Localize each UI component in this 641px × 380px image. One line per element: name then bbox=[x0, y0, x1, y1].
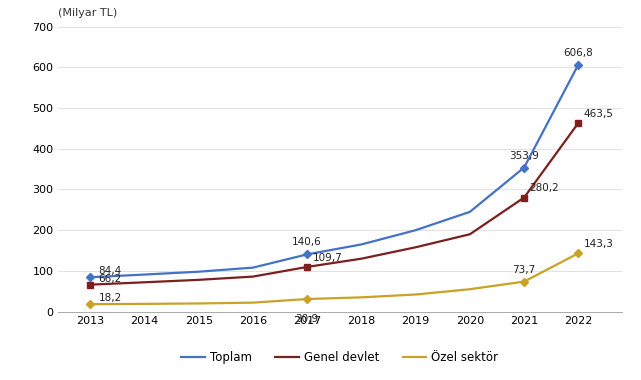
Genel devlet bbox=[574, 120, 582, 125]
Text: 109,7: 109,7 bbox=[313, 253, 342, 263]
Toplam bbox=[520, 165, 528, 170]
Özel sektör bbox=[249, 300, 257, 305]
Genel devlet bbox=[358, 256, 365, 261]
Genel devlet bbox=[87, 282, 94, 287]
Özel sektör bbox=[303, 297, 311, 301]
Toplam bbox=[140, 272, 148, 277]
Özel sektör bbox=[358, 295, 365, 299]
Toplam bbox=[249, 265, 257, 270]
Text: 66,2: 66,2 bbox=[99, 274, 122, 284]
Toplam bbox=[412, 228, 419, 233]
Özel sektör bbox=[140, 302, 148, 306]
Text: 73,7: 73,7 bbox=[513, 264, 536, 275]
Toplam bbox=[358, 242, 365, 247]
Özel sektör bbox=[195, 301, 203, 306]
Genel devlet bbox=[303, 264, 311, 269]
Text: 140,6: 140,6 bbox=[292, 238, 322, 247]
Özel sektör bbox=[574, 251, 582, 255]
Özel sektör bbox=[520, 279, 528, 284]
Toplam bbox=[195, 269, 203, 274]
Text: 606,8: 606,8 bbox=[563, 48, 594, 58]
Text: 463,5: 463,5 bbox=[584, 109, 614, 119]
Line: Toplam: Toplam bbox=[90, 65, 578, 277]
Özel sektör bbox=[466, 287, 474, 291]
Text: 143,3: 143,3 bbox=[584, 239, 614, 249]
Text: 280,2: 280,2 bbox=[529, 184, 560, 193]
Toplam bbox=[303, 252, 311, 257]
Toplam bbox=[466, 209, 474, 214]
Genel devlet bbox=[520, 195, 528, 200]
Genel devlet bbox=[466, 232, 474, 236]
Legend: Toplam, Genel devlet, Özel sektör: Toplam, Genel devlet, Özel sektör bbox=[177, 346, 503, 368]
Genel devlet bbox=[140, 280, 148, 285]
Toplam bbox=[574, 62, 582, 67]
Text: 353,9: 353,9 bbox=[509, 150, 539, 161]
Line: Genel devlet: Genel devlet bbox=[90, 123, 578, 285]
Genel devlet bbox=[412, 245, 419, 250]
Line: Özel sektör: Özel sektör bbox=[90, 253, 578, 304]
Text: 84,4: 84,4 bbox=[99, 266, 122, 277]
Genel devlet bbox=[195, 277, 203, 282]
Text: 18,2: 18,2 bbox=[99, 293, 122, 303]
Text: (Milyar TL): (Milyar TL) bbox=[58, 8, 117, 18]
Toplam bbox=[87, 275, 94, 280]
Özel sektör bbox=[412, 292, 419, 297]
Genel devlet bbox=[249, 274, 257, 279]
Özel sektör bbox=[87, 302, 94, 306]
Text: 30,9: 30,9 bbox=[296, 314, 319, 324]
